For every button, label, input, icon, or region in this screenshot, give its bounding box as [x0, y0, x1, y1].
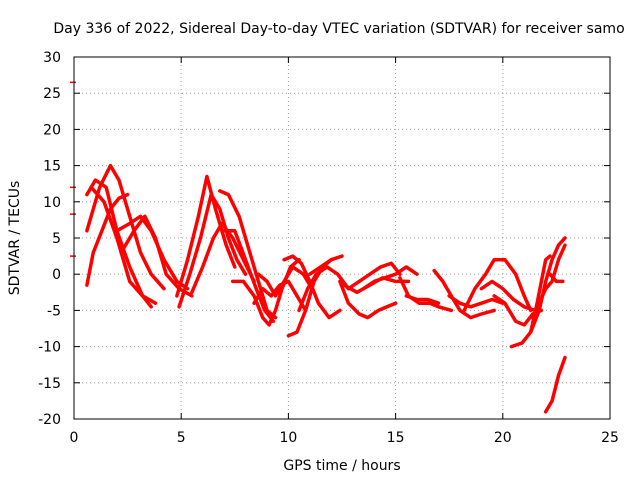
- series-arc-7: [175, 174, 237, 298]
- series-arc-14: [256, 265, 314, 298]
- series-arc-13: [252, 279, 308, 313]
- series-arc-15: [282, 254, 342, 320]
- plot-frame: [73, 56, 611, 420]
- x-tick-label: 10: [279, 430, 297, 446]
- series-arc-19: [338, 279, 398, 320]
- series-arc-34: [543, 355, 567, 414]
- y-tick-label: 5: [52, 231, 61, 247]
- series-arc-11: [222, 229, 276, 324]
- series-arc-1: [85, 192, 130, 287]
- chart-title: Day 336 of 2022, Sidereal Day-to-day VTE…: [53, 21, 624, 37]
- series-arc-22: [342, 276, 411, 295]
- y-tick-label: -10: [38, 340, 61, 356]
- y-tick-label: -15: [38, 376, 61, 392]
- series-arc-31: [528, 254, 552, 334]
- series-arc-25: [432, 268, 496, 320]
- series-arc-8: [177, 192, 248, 309]
- series-arc-27: [462, 257, 533, 313]
- series-arc-24: [404, 294, 441, 305]
- series-arc-26: [447, 294, 505, 309]
- series-arc-3: [85, 163, 166, 291]
- x-tick-label: 25: [601, 430, 619, 446]
- series-arc-20: [346, 261, 402, 291]
- x-tick-label: 0: [70, 430, 79, 446]
- y-tick-label: 20: [43, 122, 61, 138]
- series-layer: [70, 81, 567, 414]
- y-tick-label: 10: [43, 195, 61, 211]
- y-tick-label: 15: [43, 159, 61, 175]
- series-arc-18: [308, 254, 344, 276]
- y-tick-label: 25: [43, 86, 61, 102]
- x-axis-label: GPS time / hours: [283, 458, 400, 474]
- y-tick-label: 30: [43, 50, 61, 66]
- series-arc-23: [398, 276, 454, 313]
- x-tick-label: 5: [177, 430, 186, 446]
- y-axis-label: SDTVAR / TECUs: [7, 181, 23, 296]
- x-tick-label: 15: [387, 430, 405, 446]
- series-arc-33: [531, 243, 567, 320]
- axes: 0 5 10 15 20 25 -20 -15 -10 -5 0 5 10 15 20 25 30: [38, 50, 619, 446]
- series-arc-17: [286, 257, 334, 338]
- y-tick-label: 0: [52, 267, 61, 283]
- grid: [74, 57, 610, 419]
- y-tick-label: -20: [38, 412, 61, 428]
- x-tick-label: 20: [494, 430, 512, 446]
- series-arc-9: [190, 221, 256, 295]
- series-arc-28: [479, 279, 537, 313]
- series-arc-4: [89, 185, 158, 305]
- y-tick-label: -5: [47, 303, 61, 319]
